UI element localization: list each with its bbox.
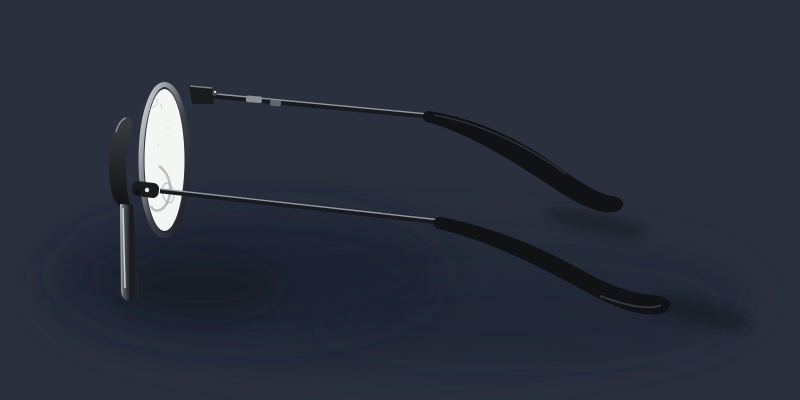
- lens-etching: [149, 97, 169, 146]
- hinge-highlight: [189, 85, 213, 89]
- hinge-block: [189, 85, 214, 104]
- shadow-group: [40, 208, 760, 378]
- upper-tip-gloss: [433, 114, 567, 175]
- lens: [144, 89, 185, 231]
- temple-sleeve-bright: [245, 95, 263, 104]
- far-rim-highlight: [115, 117, 127, 133]
- lower-temple-tip: [433, 217, 671, 315]
- lens-etch-mark-2: [159, 103, 163, 110]
- lens-rim: [138, 82, 191, 238]
- hinge-screw-glint: [213, 90, 217, 94]
- lens-etch-mark: [149, 97, 158, 108]
- bottom-bar-highlight: [122, 207, 126, 289]
- clamp-knob: [134, 188, 142, 196]
- lens-speck: [167, 127, 169, 129]
- lower-temple-wire: [159, 188, 447, 226]
- far-rim-edge: [108, 117, 133, 209]
- lower-tip-gloss: [599, 295, 662, 309]
- shadow-upper-tip: [547, 208, 645, 238]
- shadow-frame-core: [122, 260, 278, 314]
- shadow-temple-band: [320, 280, 720, 352]
- lens-speck-2: [157, 144, 159, 146]
- shadow-lower-tip: [651, 296, 749, 330]
- eyeglasses: [108, 82, 671, 315]
- lower-temple-wire-highlight: [160, 188, 446, 222]
- nose-pad-arm: [149, 165, 172, 212]
- upper-temple-tip: [422, 111, 624, 213]
- temple-sleeve-dark: [269, 99, 282, 107]
- clamp-screw-glint: [144, 187, 150, 193]
